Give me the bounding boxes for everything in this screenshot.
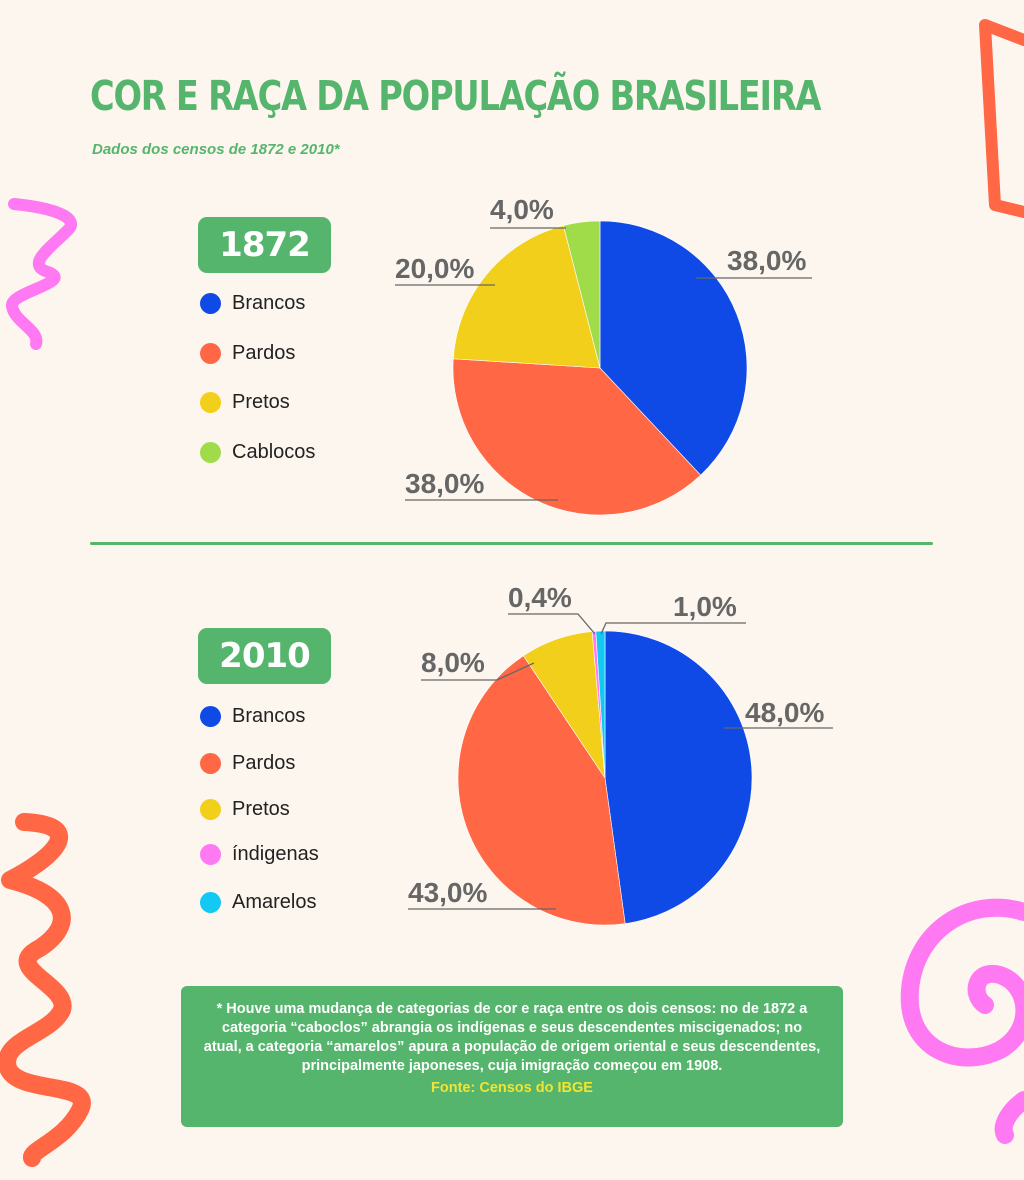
footnote-box: * Houve uma mudança de categorias de cor… [181, 986, 843, 1127]
legend-item: Pretos [200, 391, 290, 414]
pie-slice-brancos [599, 220, 748, 476]
legend-label: Pardos [232, 752, 296, 774]
orange-frame-decoration [979, 19, 1024, 218]
legend-item: Cablocos [200, 441, 315, 464]
data-label: 4,0% [490, 194, 554, 225]
legend-item: Pardos [200, 342, 295, 365]
legend-label: Brancos [232, 292, 306, 314]
legend-swatch [200, 343, 221, 364]
year-badge-1872: 1872 [198, 217, 331, 273]
pie-slice-brancos [604, 630, 753, 924]
pink-squiggle-top-left [6, 198, 77, 350]
pie-chart-2010: 48,0% 43,0% 8,0% 0,4% 1,0% [408, 582, 833, 926]
pie-chart-1872: 38,0% 38,0% 20,0% 4,0% [395, 194, 812, 516]
legend-label: Pretos [232, 391, 290, 413]
data-label: 0,4% [508, 582, 572, 613]
pink-spiral-bottom-right [900, 898, 1024, 1144]
page-subtitle: Dados dos censos de 1872 e 2010* [92, 141, 340, 158]
pie-slice-amarelos [595, 630, 606, 779]
legend-item: índigenas [200, 843, 319, 866]
pie-slice-pardos [452, 358, 702, 516]
legend-swatch [200, 293, 221, 314]
data-label: 48,0% [745, 697, 824, 728]
orange-squiggle-bottom-left [0, 813, 91, 1167]
data-label: 43,0% [408, 877, 487, 908]
legend-swatch [200, 799, 221, 820]
leader-line [508, 613, 596, 635]
data-label: 8,0% [421, 647, 485, 678]
data-label: 38,0% [405, 468, 484, 499]
data-label: 38,0% [727, 245, 806, 276]
legend-item: Pardos [200, 752, 295, 775]
leader-line [421, 662, 535, 681]
legend-label: Pretos [232, 798, 290, 820]
legend-item: Brancos [200, 705, 305, 728]
data-label: 20,0% [395, 253, 474, 284]
legend-label: índigenas [232, 843, 319, 865]
year-badge-2010: 2010 [198, 628, 331, 684]
section-divider [90, 542, 933, 545]
pie-slice-cablocos [563, 220, 601, 369]
legend-label: Pardos [232, 342, 296, 364]
legend-swatch [200, 706, 221, 727]
legend-label: Brancos [232, 705, 306, 727]
legend-label: Cablocos [232, 441, 316, 463]
legend-item: Pretos [200, 798, 290, 821]
legend-label: Amarelos [232, 891, 317, 913]
page-title: COR E RAÇA DA POPULAÇÃO BRASILEIRA [90, 72, 822, 120]
pie-slice-pardos [457, 655, 626, 926]
legend-swatch [200, 892, 221, 913]
leader-line [600, 622, 746, 635]
legend-item: Brancos [200, 292, 305, 315]
source-text: Fonte: Censos do IBGE [431, 1080, 593, 1096]
data-label: 1,0% [673, 591, 737, 622]
footnote-text: * Houve uma mudança de categorias de cor… [203, 1001, 821, 1074]
legend-swatch [200, 392, 221, 413]
pie-slice-pretos [452, 225, 601, 369]
legend-swatch [200, 442, 221, 463]
legend-item: Amarelos [200, 891, 316, 914]
legend-swatch [200, 844, 221, 865]
legend-swatch [200, 753, 221, 774]
